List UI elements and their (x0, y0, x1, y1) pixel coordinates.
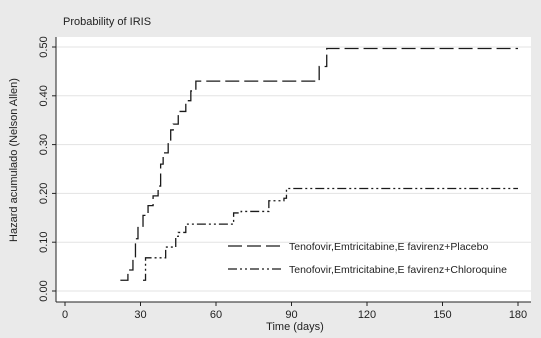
y-tick-label: 0.40 (38, 85, 50, 106)
y-axis-title: Hazard acumulado (Nelson Allen) (8, 78, 20, 242)
chart-title: Probability of IRIS (63, 16, 151, 28)
x-tick-label: 30 (134, 309, 146, 321)
x-tick-label: 150 (433, 309, 451, 321)
legend-label-2: Tenofovir,Emtricitabine,E favirenz+Chlor… (289, 264, 507, 276)
y-tick-label: 0.20 (38, 183, 50, 204)
x-tick-label: 120 (358, 309, 376, 321)
y-tick-label: 0.30 (38, 134, 50, 155)
gridlines (56, 46, 531, 292)
x-tick-label: 0 (62, 309, 68, 321)
series-lines (120, 47, 518, 281)
x-axis-title: Time (days) (266, 321, 324, 333)
y-tick-label: 0.50 (38, 36, 50, 57)
x-tick-label: 180 (509, 309, 527, 321)
plot-area (56, 37, 531, 302)
x-tick-label: 60 (210, 309, 222, 321)
legend: Tenofovir,Emtricitabine,E favirenz+Place… (228, 241, 507, 276)
legend-label-1: Tenofovir,Emtricitabine,E favirenz+Place… (289, 241, 488, 253)
y-tick-label: 0.10 (38, 231, 50, 252)
axes: 0.00 0.10 0.20 0.30 0.40 0.50 0 30 60 90 120 150 180 (38, 36, 531, 321)
x-tick-label: 90 (285, 309, 297, 321)
series-line-1 (120, 47, 518, 281)
series-line-2 (143, 187, 518, 281)
y-tick-label: 0.00 (38, 280, 50, 301)
